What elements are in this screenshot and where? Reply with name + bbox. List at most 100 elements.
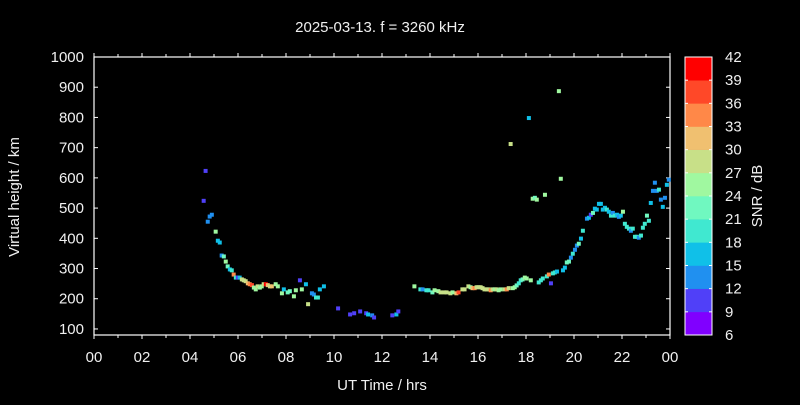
x-axis-ticks: 00 02 04 06 08 10 12 14 16 18 20 22 00: [86, 53, 679, 366]
data-point: [576, 241, 581, 246]
data-point: [614, 212, 619, 217]
data-point: [370, 313, 375, 318]
data-point: [604, 207, 609, 212]
data-point: [217, 240, 222, 245]
data-point: [580, 228, 585, 233]
data-point: [249, 283, 254, 288]
data-point: [291, 294, 296, 299]
data-point: [442, 290, 447, 295]
data-point: [426, 288, 431, 293]
data-point: [528, 278, 533, 283]
colorbar-label: SNR / dB: [749, 165, 766, 228]
y-tick-label: 300: [59, 261, 84, 278]
data-point: [622, 221, 627, 226]
data-point: [642, 221, 647, 226]
data-point: [514, 283, 519, 288]
colorbar-bin: [685, 196, 712, 220]
data-point: [255, 284, 260, 289]
x-tick-label: 00: [662, 349, 679, 366]
data-point: [358, 309, 363, 314]
data-point: [203, 168, 208, 173]
data-point: [372, 315, 377, 320]
data-point: [412, 284, 417, 289]
data-point: [606, 209, 611, 214]
colorbar-tick-label: 30: [725, 142, 742, 159]
data-point: [572, 247, 577, 252]
data-point: [612, 213, 617, 218]
data-point: [293, 288, 298, 293]
data-point: [534, 197, 539, 202]
data-point: [656, 187, 661, 192]
data-point: [231, 272, 236, 277]
y-axis-ticks: 100 200 300 400 500 600 700 800 900 1000: [51, 49, 670, 338]
data-point: [213, 229, 218, 234]
colorbar-tick-label: 18: [725, 234, 742, 251]
data-point: [462, 287, 467, 292]
data-point: [321, 284, 326, 289]
data-point: [201, 198, 206, 203]
data-point: [496, 288, 501, 293]
x-tick-label: 02: [134, 349, 151, 366]
data-point: [608, 213, 613, 218]
data-point: [650, 188, 655, 193]
data-point: [229, 268, 234, 273]
data-point: [336, 306, 341, 311]
data-point: [610, 210, 615, 215]
x-tick-label: 12: [374, 349, 391, 366]
colorbar-bin: [685, 126, 712, 150]
colorbar-bin: [685, 311, 712, 336]
data-point: [564, 260, 569, 265]
data-point: [628, 228, 633, 233]
data-point: [546, 272, 551, 277]
data-point: [654, 188, 659, 193]
plot-border: [93, 56, 671, 336]
data-point: [482, 287, 487, 292]
data-point: [658, 197, 663, 202]
data-point: [317, 287, 322, 292]
data-point: [626, 226, 631, 231]
data-point: [536, 280, 541, 285]
colorbar-bin: [685, 149, 712, 174]
colorbar-tick-label: 39: [725, 72, 742, 89]
data-point: [273, 282, 278, 287]
chart-title: 2025-03-13. f = 3260 kHz: [295, 19, 465, 36]
data-point: [566, 259, 571, 264]
x-axis-label: UT Time / hrs: [337, 377, 427, 394]
data-point: [508, 142, 513, 147]
data-point: [454, 291, 459, 296]
data-point: [237, 275, 242, 280]
data-point: [490, 287, 495, 292]
colorbar-tick-label: 33: [725, 119, 742, 136]
data-point: [460, 287, 465, 292]
x-tick-label: 04: [182, 349, 199, 366]
data-point: [646, 218, 651, 223]
data-point: [562, 265, 567, 270]
data-point: [556, 89, 561, 94]
data-point: [624, 224, 629, 229]
colorbar-bin: [685, 265, 712, 289]
data-point: [506, 286, 511, 291]
data-point: [578, 236, 583, 241]
y-tick-label: 200: [59, 291, 84, 308]
data-point: [279, 291, 284, 296]
data-point: [476, 285, 481, 290]
colorbar-tick-label: 12: [725, 281, 742, 298]
data-point: [640, 225, 645, 230]
colorbar-tick-label: 9: [725, 304, 733, 321]
data-point: [558, 176, 563, 181]
data-point: [418, 287, 423, 292]
data-point: [269, 284, 274, 289]
data-point: [311, 292, 316, 297]
data-point: [219, 253, 224, 258]
x-tick-label: 06: [230, 349, 247, 366]
data-point: [520, 277, 525, 282]
data-point: [486, 287, 491, 292]
colorbar-tick-label: 27: [725, 165, 742, 182]
data-point: [590, 210, 595, 215]
data-point: [315, 295, 320, 300]
data-point: [664, 182, 669, 187]
data-point: [498, 287, 503, 292]
data-point: [265, 283, 270, 288]
y-tick-label: 700: [59, 140, 84, 157]
data-point: [466, 284, 471, 289]
